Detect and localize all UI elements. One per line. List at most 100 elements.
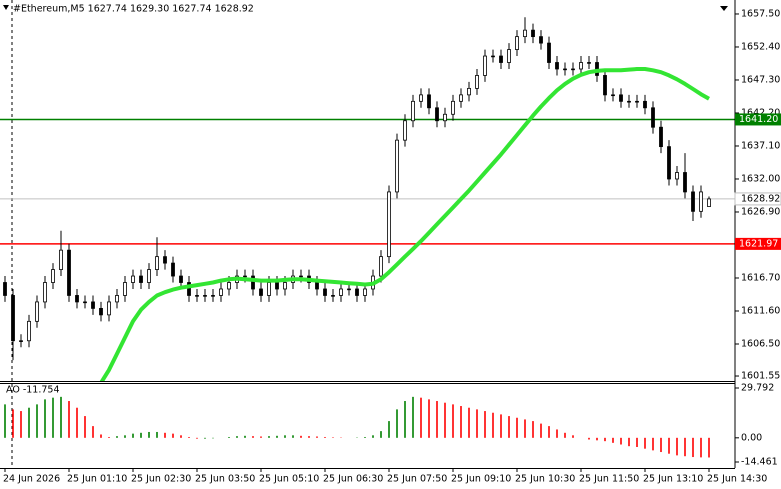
candle-body — [339, 288, 343, 296]
y-tick-label: 1616.70 — [741, 272, 780, 283]
candle-body — [659, 126, 663, 148]
candle-body — [563, 68, 567, 71]
candle-body — [43, 282, 47, 303]
candle-body — [283, 282, 287, 290]
candle-body — [347, 288, 351, 291]
candle-body — [267, 282, 271, 296]
x-tick-label: 25 Jun 09:10 — [451, 474, 511, 485]
candle-body — [155, 256, 159, 270]
candle-body — [619, 94, 623, 102]
x-tick-label: 25 Jun 13:10 — [643, 474, 703, 485]
y-tick-label: 1626.90 — [741, 206, 780, 217]
y-tick-label: 1637.10 — [741, 140, 780, 151]
candle-body — [459, 94, 463, 102]
candle-body — [395, 139, 399, 193]
level-label: 1621.97 — [739, 238, 778, 249]
candle-body — [683, 172, 687, 193]
y-tick-label: 1657.50 — [741, 8, 780, 19]
candle-body — [51, 269, 55, 283]
current-price-box — [734, 192, 781, 206]
x-tick-label: 24 Jun 2026 — [3, 474, 60, 485]
candle-body — [75, 295, 79, 303]
candle-body — [531, 29, 535, 38]
candle-body — [523, 29, 527, 38]
candle-body — [539, 36, 543, 44]
candle-body — [107, 301, 111, 316]
candle-body — [259, 288, 263, 296]
candle-body — [507, 49, 511, 63]
candle-body — [3, 282, 7, 296]
y-tick-label: -14.461 — [741, 456, 778, 467]
candle-body — [227, 282, 231, 290]
candle-body — [91, 301, 95, 309]
level-label: 1641.20 — [739, 114, 778, 125]
y-tick-label: 1632.00 — [741, 173, 780, 184]
candle-body — [123, 282, 127, 296]
y-tick-label: 1652.40 — [741, 41, 780, 52]
candle-body — [179, 275, 183, 283]
y-tick-label: 1611.60 — [741, 305, 780, 316]
candle-body — [691, 191, 695, 212]
candle-body — [643, 100, 647, 109]
candle-body — [483, 55, 487, 76]
candle-body — [667, 146, 671, 180]
candle-body — [587, 62, 591, 64]
level-box — [735, 237, 781, 250]
candle-body — [555, 62, 559, 70]
candle-body — [331, 295, 335, 297]
candle-body — [427, 94, 431, 109]
candle-body — [443, 113, 447, 122]
y-tick-label: 1606.50 — [741, 338, 780, 349]
candle-body — [99, 307, 103, 316]
candle-body — [475, 75, 479, 89]
candle-body — [147, 269, 151, 283]
level-box — [735, 113, 781, 126]
candle-body — [379, 256, 383, 277]
y-tick-label: 1642.20 — [741, 107, 780, 118]
candle-body — [251, 275, 255, 290]
ao-plot — [4, 396, 710, 458]
y-tick-label: 29.792 — [741, 382, 774, 393]
current-price-label: 1628.92 — [741, 193, 780, 204]
moving-average — [99, 67, 710, 381]
candle-body — [451, 100, 455, 115]
candle-body — [603, 75, 607, 96]
candle-body — [611, 94, 615, 97]
y-tick-label: 0.00 — [741, 432, 762, 443]
candle-body — [211, 295, 215, 297]
candle-body — [11, 295, 15, 342]
y-tick-label: 1647.30 — [741, 74, 780, 85]
candle-body — [363, 288, 367, 296]
candle-body — [243, 275, 247, 278]
candle-body — [651, 107, 655, 128]
indicator-title: AO -11.754 — [6, 385, 60, 396]
candle-body — [219, 288, 223, 296]
candle-body — [203, 295, 207, 297]
x-tick-label: 25 Jun 01:10 — [67, 474, 127, 485]
candle-body — [419, 94, 423, 102]
x-tick-label: 25 Jun 14:30 — [707, 474, 767, 485]
candle-body — [467, 87, 471, 96]
candle-body — [187, 282, 191, 296]
candle-body — [163, 256, 167, 264]
x-tick-label: 25 Jun 11:50 — [579, 474, 639, 485]
candle-body — [411, 100, 415, 122]
candle-body — [627, 100, 631, 103]
x-tick-label: 25 Jun 05:10 — [259, 474, 319, 485]
candle-body — [27, 320, 31, 342]
candle-body — [67, 249, 71, 296]
candle-body — [171, 262, 175, 277]
candle-body — [19, 340, 23, 342]
candle-body — [571, 68, 575, 71]
candle-body — [355, 288, 359, 296]
x-tick-label: 25 Jun 03:50 — [195, 474, 255, 485]
candle-body — [323, 288, 327, 296]
candle-body — [35, 301, 39, 322]
candle-body — [59, 249, 63, 270]
y-tick-label: 1601.55 — [741, 371, 780, 382]
x-tick-label: 25 Jun 10:30 — [515, 474, 575, 485]
candle-body — [499, 55, 503, 63]
candle-body — [707, 198, 711, 207]
candle-body — [635, 100, 639, 103]
